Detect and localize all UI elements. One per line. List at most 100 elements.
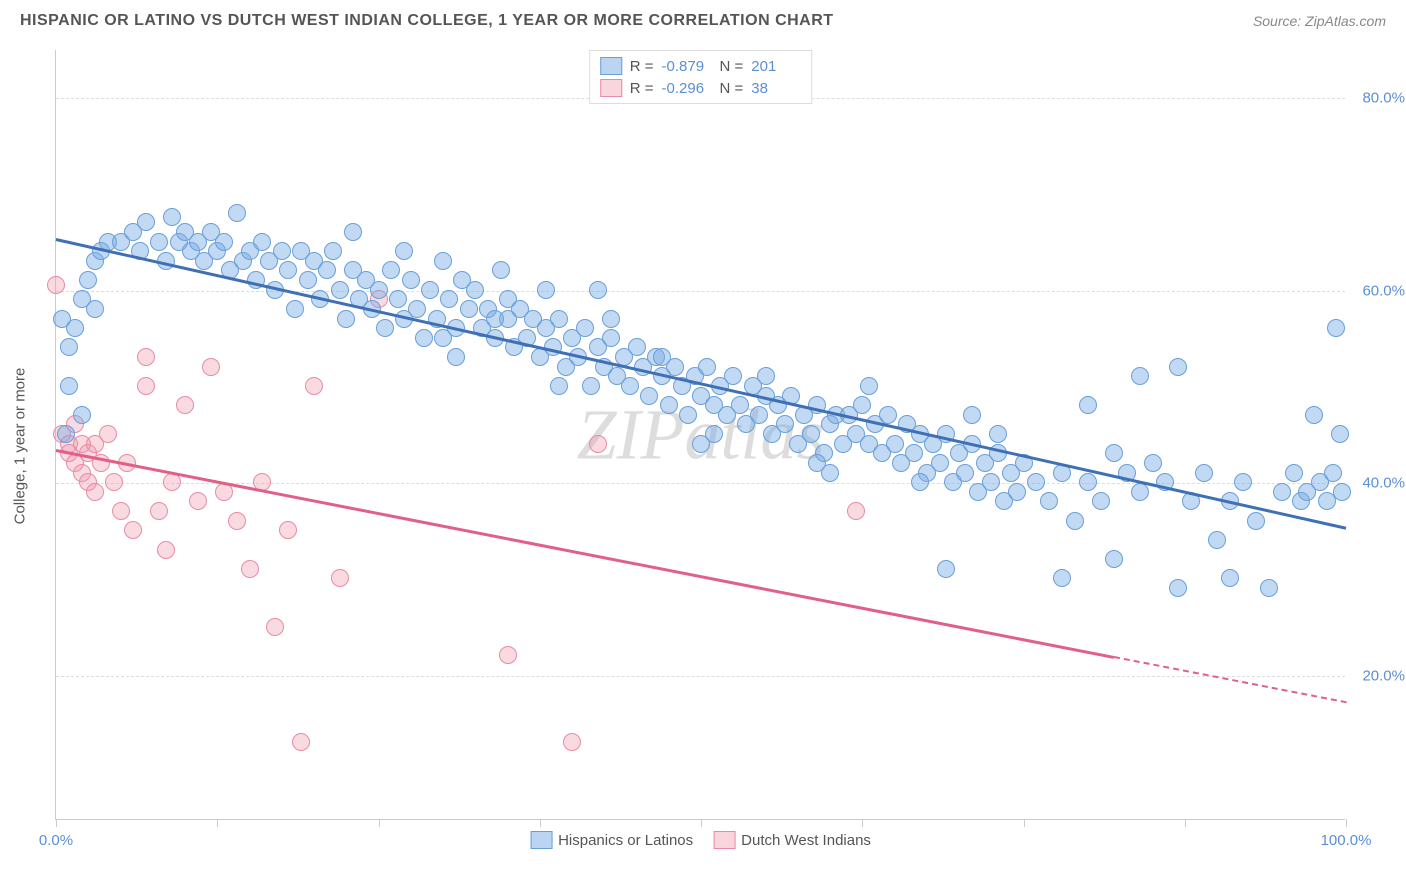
data-point-pink <box>292 733 310 751</box>
data-point-pink <box>99 425 117 443</box>
data-point-blue <box>853 396 871 414</box>
data-point-blue <box>1105 444 1123 462</box>
x-tick <box>1346 819 1347 827</box>
data-point-blue <box>389 290 407 308</box>
data-point-blue <box>1053 569 1071 587</box>
legend-item-pink: Dutch West Indians <box>713 831 871 849</box>
data-point-blue <box>886 435 904 453</box>
data-point-blue <box>253 233 271 251</box>
data-point-pink <box>305 377 323 395</box>
data-point-blue <box>402 271 420 289</box>
swatch-blue <box>600 57 622 75</box>
x-tick <box>379 819 380 827</box>
data-point-pink <box>157 541 175 559</box>
data-point-pink <box>589 435 607 453</box>
data-point-blue <box>1260 579 1278 597</box>
r-label: R = <box>630 80 654 97</box>
data-point-blue <box>73 406 91 424</box>
data-point-blue <box>982 473 1000 491</box>
data-point-blue <box>395 242 413 260</box>
data-point-blue <box>279 261 297 279</box>
y-tick-label: 80.0% <box>1362 90 1405 107</box>
data-point-blue <box>1131 483 1149 501</box>
data-point-blue <box>228 204 246 222</box>
data-point-pink <box>228 512 246 530</box>
r-value-blue: -0.879 <box>662 58 712 75</box>
data-point-blue <box>602 310 620 328</box>
source-attribution: Source: ZipAtlas.com <box>1253 13 1386 29</box>
data-point-blue <box>808 454 826 472</box>
x-tick <box>56 819 57 827</box>
data-point-blue <box>324 242 342 260</box>
data-point-blue <box>576 319 594 337</box>
data-point-blue <box>963 406 981 424</box>
x-tick <box>540 819 541 827</box>
data-point-blue <box>589 281 607 299</box>
x-tick <box>701 819 702 827</box>
data-point-blue <box>137 213 155 231</box>
legend-row-blue: R = -0.879 N = 201 <box>600 55 802 77</box>
data-point-blue <box>911 473 929 491</box>
data-point-blue <box>1324 464 1342 482</box>
data-point-pink <box>241 560 259 578</box>
data-point-blue <box>956 464 974 482</box>
data-point-blue <box>466 281 484 299</box>
data-point-pink <box>137 348 155 366</box>
data-point-blue <box>1273 483 1291 501</box>
data-point-pink <box>499 646 517 664</box>
x-tick <box>862 819 863 827</box>
chart-plot-area: ZIPatlas R = -0.879 N = 201 R = -0.296 N… <box>55 50 1345 820</box>
swatch-pink <box>713 831 735 849</box>
data-point-pink <box>150 502 168 520</box>
data-point-pink <box>137 377 155 395</box>
data-point-blue <box>1040 492 1058 510</box>
data-point-blue <box>60 377 78 395</box>
data-point-blue <box>621 377 639 395</box>
data-point-blue <box>66 319 84 337</box>
data-point-blue <box>215 233 233 251</box>
data-point-blue <box>318 261 336 279</box>
data-point-pink <box>112 502 130 520</box>
swatch-pink <box>600 79 622 97</box>
data-point-blue <box>434 252 452 270</box>
data-point-blue <box>286 300 304 318</box>
data-point-blue <box>1221 569 1239 587</box>
data-point-blue <box>905 444 923 462</box>
data-point-blue <box>86 300 104 318</box>
data-point-pink <box>163 473 181 491</box>
legend-item-blue: Hispanics or Latinos <box>530 831 693 849</box>
y-tick-label: 40.0% <box>1362 475 1405 492</box>
data-point-blue <box>440 290 458 308</box>
data-point-blue <box>931 454 949 472</box>
data-point-blue <box>550 377 568 395</box>
data-point-blue <box>1247 512 1265 530</box>
y-axis-label: College, 1 year or more <box>12 368 29 525</box>
series-legend: Hispanics or Latinos Dutch West Indians <box>530 831 871 849</box>
data-point-blue <box>331 281 349 299</box>
data-point-blue <box>860 377 878 395</box>
legend-label-blue: Hispanics or Latinos <box>558 832 693 849</box>
data-point-blue <box>1066 512 1084 530</box>
data-point-pink <box>847 502 865 520</box>
data-point-pink <box>124 521 142 539</box>
data-point-blue <box>299 271 317 289</box>
n-label: N = <box>720 58 744 75</box>
trend-line <box>56 238 1347 529</box>
data-point-blue <box>989 425 1007 443</box>
data-point-blue <box>447 348 465 366</box>
legend-row-pink: R = -0.296 N = 38 <box>600 77 802 99</box>
data-point-blue <box>1169 358 1187 376</box>
x-tick-label: 0.0% <box>39 832 73 849</box>
data-point-blue <box>1131 367 1149 385</box>
gridline <box>56 291 1345 292</box>
data-point-blue <box>370 281 388 299</box>
data-point-blue <box>163 208 181 226</box>
data-point-blue <box>60 338 78 356</box>
data-point-blue <box>776 415 794 433</box>
data-point-blue <box>79 271 97 289</box>
data-point-blue <box>1305 406 1323 424</box>
data-point-pink <box>86 483 104 501</box>
data-point-blue <box>382 261 400 279</box>
data-point-blue <box>879 406 897 424</box>
data-point-blue <box>937 560 955 578</box>
